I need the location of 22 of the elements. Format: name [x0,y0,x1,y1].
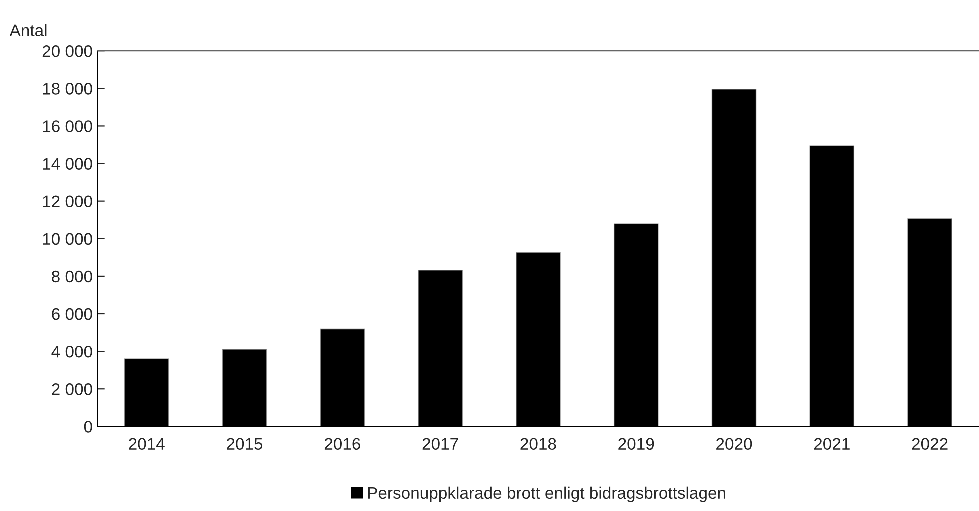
y-tick-label: 6 000 [52,308,92,320]
y-tick-label: 18 000 [43,83,92,95]
y-tick-label: 20 000 [42,46,92,58]
legend-label: Personuppklarade brott enligt bidragsbrottslagen [368,486,726,502]
y-tick-label: 4 000 [52,346,92,358]
x-tick-label: 2016 [324,438,360,450]
y-axis-title: Antal [10,24,47,37]
x-tick-label: 2022 [912,438,948,450]
x-tick-label: 2021 [814,438,850,450]
y-tick-label: 2 000 [52,384,92,396]
y-tick-label: 8 000 [52,270,92,283]
x-tick-label: 2019 [618,438,654,450]
x-tick-label: 2014 [129,438,165,450]
y-tick-label: 10 000 [43,233,92,246]
y-tick-label: 14 000 [43,158,92,170]
x-tick-label: 2020 [716,438,752,450]
y-tick-label: 16 000 [43,120,92,132]
y-tick-label: 0 [84,421,92,433]
x-tick-label: 2018 [520,438,556,450]
x-tick-label: 2015 [227,438,263,450]
y-tick-label: 12 000 [43,196,92,208]
x-tick-label: 2017 [422,438,458,450]
